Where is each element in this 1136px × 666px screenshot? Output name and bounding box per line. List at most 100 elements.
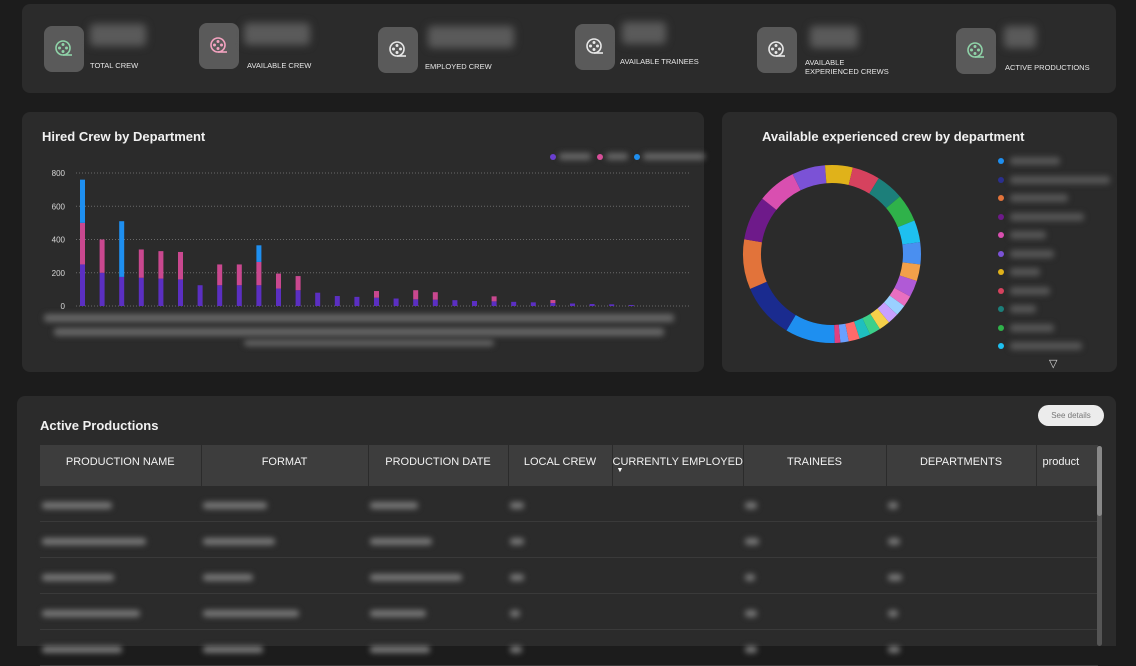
bar-segment[interactable]: [276, 273, 281, 289]
table-row[interactable]: [40, 486, 1098, 522]
column-header-format[interactable]: FORMAT: [201, 445, 369, 486]
legend-item[interactable]: [550, 153, 591, 160]
table-row[interactable]: [40, 593, 1098, 630]
bar-segment[interactable]: [589, 304, 595, 306]
bar-segment[interactable]: [119, 276, 125, 306]
bar-segment[interactable]: [178, 279, 183, 306]
bar-segment[interactable]: [158, 251, 164, 279]
bar-segment[interactable]: [295, 290, 301, 306]
bar-segment[interactable]: [99, 239, 105, 273]
sort-desc-icon[interactable]: ▼: [616, 467, 624, 474]
table-row[interactable]: [40, 629, 1098, 666]
column-header-local-crew[interactable]: LOCAL CREW: [508, 445, 613, 486]
donut-slice[interactable]: [824, 165, 853, 185]
donut-slice[interactable]: [845, 321, 860, 342]
column-header-production-name[interactable]: PRODUCTION NAME: [40, 445, 202, 486]
bar-segment[interactable]: [609, 304, 615, 306]
bar-segment[interactable]: [393, 298, 399, 306]
department-legend-item[interactable]: [998, 245, 1113, 264]
bar-segment[interactable]: [80, 222, 85, 265]
donut-slice[interactable]: [862, 313, 880, 335]
bar-segment[interactable]: [295, 276, 301, 291]
column-header-production-date[interactable]: PRODUCTION DATE: [368, 445, 509, 486]
bar-segment[interactable]: [80, 179, 85, 223]
donut-slice[interactable]: [750, 281, 796, 331]
table-scrollbar[interactable]: [1097, 446, 1102, 646]
bar-segment[interactable]: [256, 285, 262, 306]
department-legend-item[interactable]: [998, 319, 1113, 338]
bar-segment[interactable]: [530, 302, 536, 306]
bar-segment[interactable]: [138, 277, 144, 306]
donut-slice[interactable]: [902, 242, 921, 265]
column-header-trainees[interactable]: TRAINEES: [743, 445, 887, 486]
bar-segment[interactable]: [491, 296, 497, 302]
donut-slice[interactable]: [889, 287, 911, 306]
department-legend-item[interactable]: [998, 171, 1113, 190]
donut-slice[interactable]: [854, 318, 871, 339]
bar-segment[interactable]: [99, 272, 105, 306]
bar-segment[interactable]: [628, 305, 634, 306]
bar-segment[interactable]: [236, 285, 242, 306]
bar-segment[interactable]: [119, 221, 125, 277]
bar-segment[interactable]: [276, 288, 281, 306]
legend-scroll-down-icon[interactable]: ▽: [1049, 357, 1058, 370]
bar-segment[interactable]: [550, 303, 556, 306]
donut-slice[interactable]: [883, 295, 905, 315]
donut-slice[interactable]: [744, 198, 777, 243]
department-legend-item[interactable]: [998, 263, 1113, 282]
legend-item[interactable]: [634, 153, 705, 160]
donut-slice[interactable]: [869, 178, 900, 209]
bar-segment[interactable]: [374, 297, 379, 306]
bar-segment[interactable]: [374, 291, 379, 298]
bar-segment[interactable]: [334, 296, 340, 306]
bar-segment[interactable]: [452, 300, 458, 306]
bar-segment[interactable]: [178, 251, 183, 280]
see-details-button[interactable]: See details: [1038, 405, 1104, 426]
table-row[interactable]: [40, 521, 1098, 558]
donut-slice[interactable]: [848, 167, 879, 194]
donut-slice[interactable]: [786, 315, 835, 343]
bar-segment[interactable]: [491, 301, 497, 306]
bar-segment[interactable]: [256, 261, 262, 286]
bar-segment[interactable]: [550, 300, 556, 304]
column-header-product[interactable]: product: [1036, 445, 1099, 486]
department-legend-item[interactable]: [998, 282, 1113, 301]
department-legend-item[interactable]: [998, 189, 1113, 208]
department-legend-item[interactable]: [998, 226, 1113, 245]
bar-segment[interactable]: [197, 285, 203, 306]
bar-segment[interactable]: [511, 301, 517, 306]
bar-segment[interactable]: [315, 292, 321, 306]
bar-segment[interactable]: [236, 264, 242, 286]
donut-slice[interactable]: [792, 165, 827, 191]
department-legend-item[interactable]: [998, 208, 1113, 227]
donut-slice[interactable]: [877, 302, 898, 323]
department-legend-item[interactable]: [998, 337, 1113, 356]
bar-segment[interactable]: [256, 245, 262, 262]
bar-segment[interactable]: [413, 299, 419, 306]
department-legend-item[interactable]: [998, 152, 1113, 171]
table-row[interactable]: [40, 557, 1098, 594]
legend-item[interactable]: [597, 153, 628, 160]
donut-slice[interactable]: [894, 275, 917, 297]
donut-slice[interactable]: [834, 324, 841, 343]
bar-segment[interactable]: [217, 285, 223, 306]
bar-segment[interactable]: [80, 264, 85, 306]
donut-slice[interactable]: [886, 196, 915, 228]
department-legend-item[interactable]: [998, 300, 1113, 319]
donut-slice[interactable]: [743, 239, 767, 289]
donut-slice[interactable]: [899, 262, 921, 281]
column-header-currently-employed[interactable]: CURRENTLY EMPLOYED ▼: [611, 445, 744, 486]
bar-segment[interactable]: [217, 264, 223, 286]
bar-segment[interactable]: [432, 299, 438, 306]
scrollbar-thumb[interactable]: [1097, 446, 1102, 516]
bar-segment[interactable]: [570, 303, 575, 306]
bar-segment[interactable]: [432, 292, 438, 300]
bar-segment[interactable]: [413, 290, 419, 300]
bar-segment[interactable]: [158, 278, 164, 306]
donut-slice[interactable]: [870, 308, 889, 330]
donut-slice[interactable]: [762, 174, 801, 210]
bar-segment[interactable]: [472, 301, 477, 306]
bar-segment[interactable]: [138, 249, 144, 278]
column-header-departments[interactable]: DEPARTMENTS: [886, 445, 1037, 486]
bar-segment[interactable]: [354, 296, 360, 306]
